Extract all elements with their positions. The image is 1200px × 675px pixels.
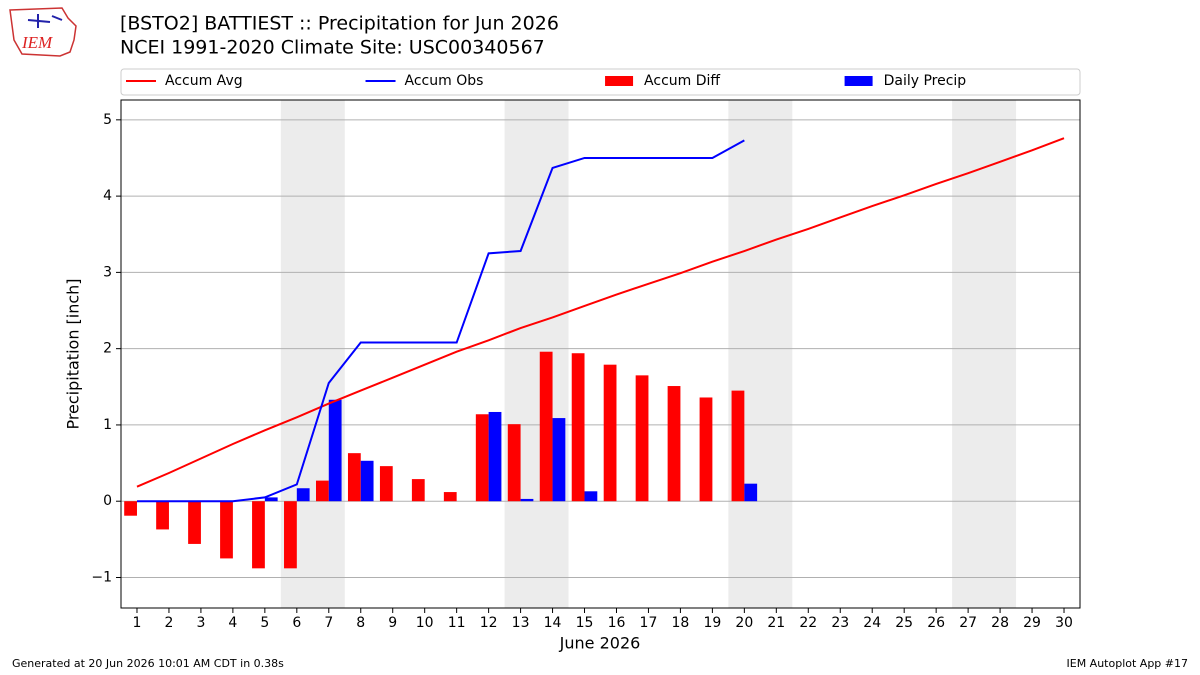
footer-right: IEM Autoplot App #17 (1067, 657, 1189, 670)
weekend-shade (952, 100, 1017, 608)
logo-icon (27, 14, 63, 28)
bar (667, 386, 681, 502)
footer-left: Generated at 20 Jun 2026 10:01 AM CDT in… (12, 657, 284, 670)
y-tick-label: 1 (103, 417, 112, 433)
x-tick-label: 8 (356, 615, 365, 631)
bar (220, 501, 233, 559)
x-tick-label: 23 (831, 615, 849, 631)
x-tick-label: 5 (260, 615, 269, 631)
bar (731, 390, 745, 502)
bar (475, 414, 489, 502)
y-tick-label: 4 (103, 188, 112, 204)
x-tick-label: 28 (991, 615, 1009, 631)
y-axis-label: Precipitation [inch] (64, 278, 83, 429)
x-tick-label: 24 (863, 615, 881, 631)
bar (347, 453, 361, 502)
x-tick-label: 9 (388, 615, 397, 631)
weekend-shade (728, 100, 793, 608)
bar (296, 488, 310, 502)
bar (744, 483, 758, 502)
x-tick-label: 4 (228, 615, 237, 631)
bar (488, 411, 502, 502)
legend-label: Daily Precip (884, 73, 967, 89)
bar (507, 424, 521, 502)
bar (264, 497, 278, 502)
x-tick-label: 6 (292, 615, 301, 631)
legend-label: Accum Diff (644, 73, 720, 89)
line (136, 137, 1065, 488)
x-tick-label: 26 (927, 615, 945, 631)
x-tick-label: 18 (672, 615, 690, 631)
bar (571, 353, 585, 502)
x-tick-label: 30 (1055, 615, 1073, 631)
x-axis-label: June 2026 (559, 634, 641, 653)
chart-subtitle: NCEI 1991-2020 Climate Site: USC00340567 (120, 37, 545, 59)
x-tick-label: 17 (640, 615, 658, 631)
bar (520, 498, 534, 502)
x-tick-label: 21 (767, 615, 785, 631)
x-tick-label: 7 (324, 615, 333, 631)
bar (443, 492, 457, 502)
chart-title: [BSTO2] BATTIEST :: Precipitation for Ju… (120, 13, 559, 35)
legend-label: Accum Obs (405, 73, 484, 89)
bar (603, 364, 617, 502)
y-tick-label: 3 (103, 264, 112, 280)
y-tick-label: −1 (91, 569, 112, 585)
bar (328, 399, 342, 502)
logo-text: IEM (21, 33, 53, 52)
legend-swatch (844, 76, 873, 86)
x-tick-label: 29 (1023, 615, 1041, 631)
x-tick-label: 15 (576, 615, 594, 631)
bar (188, 501, 201, 544)
bar (411, 479, 425, 502)
x-tick-label: 27 (959, 615, 977, 631)
x-tick-label: 20 (735, 615, 753, 631)
x-tick-label: 10 (416, 615, 434, 631)
bar (635, 375, 649, 502)
legend-swatch (605, 76, 634, 86)
legend-box (120, 68, 1081, 96)
x-tick-label: 2 (164, 615, 173, 631)
legend-label: Accum Avg (165, 73, 243, 89)
x-tick-label: 22 (799, 615, 817, 631)
bar (284, 501, 297, 569)
bar (699, 397, 713, 502)
line (136, 139, 745, 503)
y-tick-label: 0 (103, 493, 112, 509)
bar (315, 480, 329, 502)
bar (252, 501, 265, 569)
y-tick-label: 5 (103, 112, 112, 128)
bar (124, 501, 137, 516)
x-tick-label: 25 (895, 615, 913, 631)
bar (584, 491, 598, 502)
logo: IEM (9, 7, 77, 57)
bar (360, 460, 374, 502)
x-tick-label: 1 (133, 615, 142, 631)
weekend-shade (504, 100, 569, 608)
x-tick-label: 19 (703, 615, 721, 631)
x-tick-label: 12 (480, 615, 498, 631)
x-tick-label: 13 (512, 615, 530, 631)
bar (156, 501, 169, 530)
bar (539, 351, 553, 502)
bar (379, 466, 393, 502)
plot-frame (120, 99, 1081, 609)
bar (552, 418, 566, 502)
x-tick-label: 16 (608, 615, 626, 631)
x-tick-label: 3 (196, 615, 205, 631)
y-tick-label: 2 (103, 341, 112, 357)
x-tick-label: 14 (544, 615, 562, 631)
x-tick-label: 11 (448, 615, 466, 631)
